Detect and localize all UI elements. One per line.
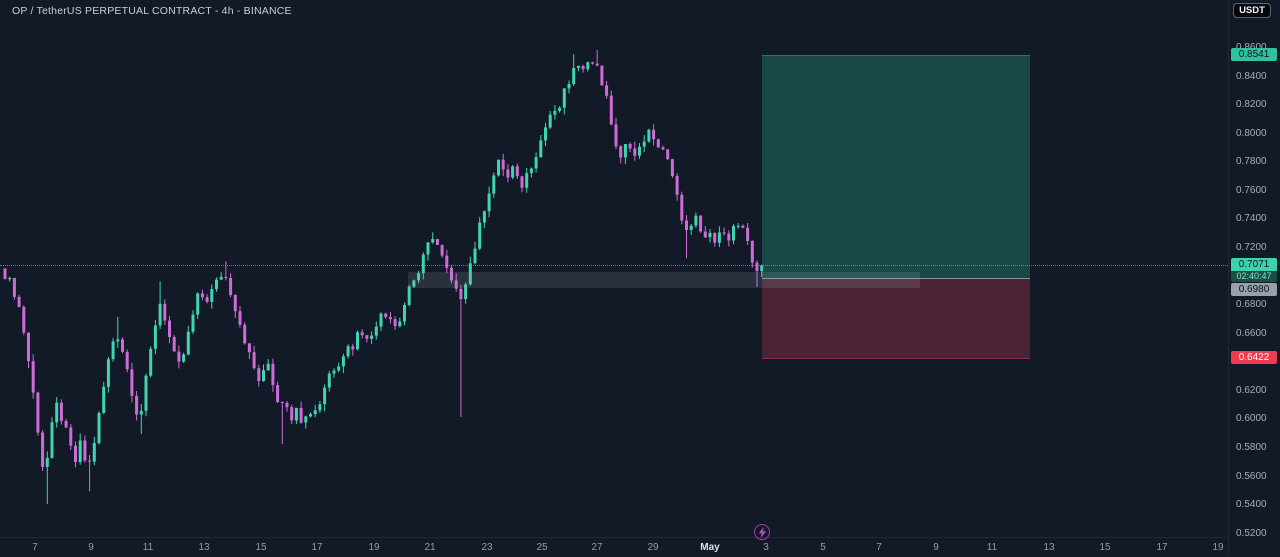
stop-price-label: 0.6422: [1231, 351, 1277, 365]
price-tick: 0.8200: [1236, 99, 1267, 111]
price-tick: 0.6200: [1236, 384, 1267, 396]
time-tick: 17: [1156, 542, 1168, 553]
time-tick: 13: [198, 542, 210, 553]
price-tick: 0.8400: [1236, 70, 1267, 82]
current-price-label: 0.7071: [1231, 258, 1277, 272]
current-price-label-group: 0.7071 02:40:47: [1231, 258, 1277, 283]
long-position-profit-zone[interactable]: [762, 55, 1030, 280]
time-tick: 19: [1212, 542, 1224, 553]
price-tick: 0.6000: [1236, 413, 1267, 425]
price-axis[interactable]: 0.8541 0.7071 02:40:47 0.6980 0.6422 0.8…: [1228, 0, 1280, 556]
target-price-label: 0.8541: [1231, 48, 1277, 62]
time-tick: 9: [933, 542, 939, 553]
time-tick: 7: [876, 542, 882, 553]
entry-price-label: 0.6980: [1231, 283, 1277, 297]
price-tick: 0.7600: [1236, 184, 1267, 196]
time-tick: May: [700, 542, 720, 553]
time-tick: 21: [424, 542, 436, 553]
price-tick: 0.7200: [1236, 241, 1267, 253]
price-tick: 0.7800: [1236, 156, 1267, 168]
time-tick: 25: [536, 542, 548, 553]
candlestick-canvas[interactable]: [0, 0, 1228, 537]
time-tick: 15: [1099, 542, 1111, 553]
price-tick: 0.8000: [1236, 127, 1267, 139]
lightning-event-icon[interactable]: [754, 524, 770, 540]
price-tick: 0.6800: [1236, 299, 1267, 311]
lightning-bolt-glyph: [758, 526, 766, 538]
price-tick: 0.5400: [1236, 499, 1267, 511]
price-tick: 0.5800: [1236, 441, 1267, 453]
current-price-line: [0, 265, 1228, 267]
time-tick: 17: [311, 542, 323, 553]
price-tick: 0.7400: [1236, 213, 1267, 225]
time-tick: 13: [1043, 542, 1055, 553]
price-tick: 0.8600: [1236, 42, 1267, 53]
time-axis[interactable]: 7 9 11 13 15 17 19 21 23 25 27 29 May 3 5 7 9 11 13 15 17 19: [0, 537, 1228, 557]
time-tick: 27: [591, 542, 603, 553]
time-tick: 15: [255, 542, 267, 553]
price-tick: 0.5200: [1236, 527, 1267, 539]
time-tick: 5: [820, 542, 826, 553]
long-position-entry-line[interactable]: [762, 278, 1030, 280]
time-tick: 29: [647, 542, 659, 553]
long-position-loss-zone[interactable]: [762, 278, 1030, 360]
candle-countdown-label: 02:40:47: [1231, 271, 1277, 283]
time-tick: 11: [986, 542, 998, 553]
time-tick: 7: [32, 542, 38, 553]
price-tick: 0.6600: [1236, 327, 1267, 339]
time-tick: 23: [481, 542, 493, 553]
time-tick: 3: [763, 542, 769, 553]
currency-toggle-button[interactable]: USDT: [1233, 3, 1271, 18]
price-tick: 0.5600: [1236, 470, 1267, 482]
symbol-title[interactable]: OP / TetherUS PERPETUAL CONTRACT - 4h - …: [12, 5, 292, 17]
time-tick: 19: [368, 542, 380, 553]
time-tick: 9: [88, 542, 94, 553]
time-tick: 11: [142, 542, 154, 553]
price-range-band: [408, 271, 920, 288]
